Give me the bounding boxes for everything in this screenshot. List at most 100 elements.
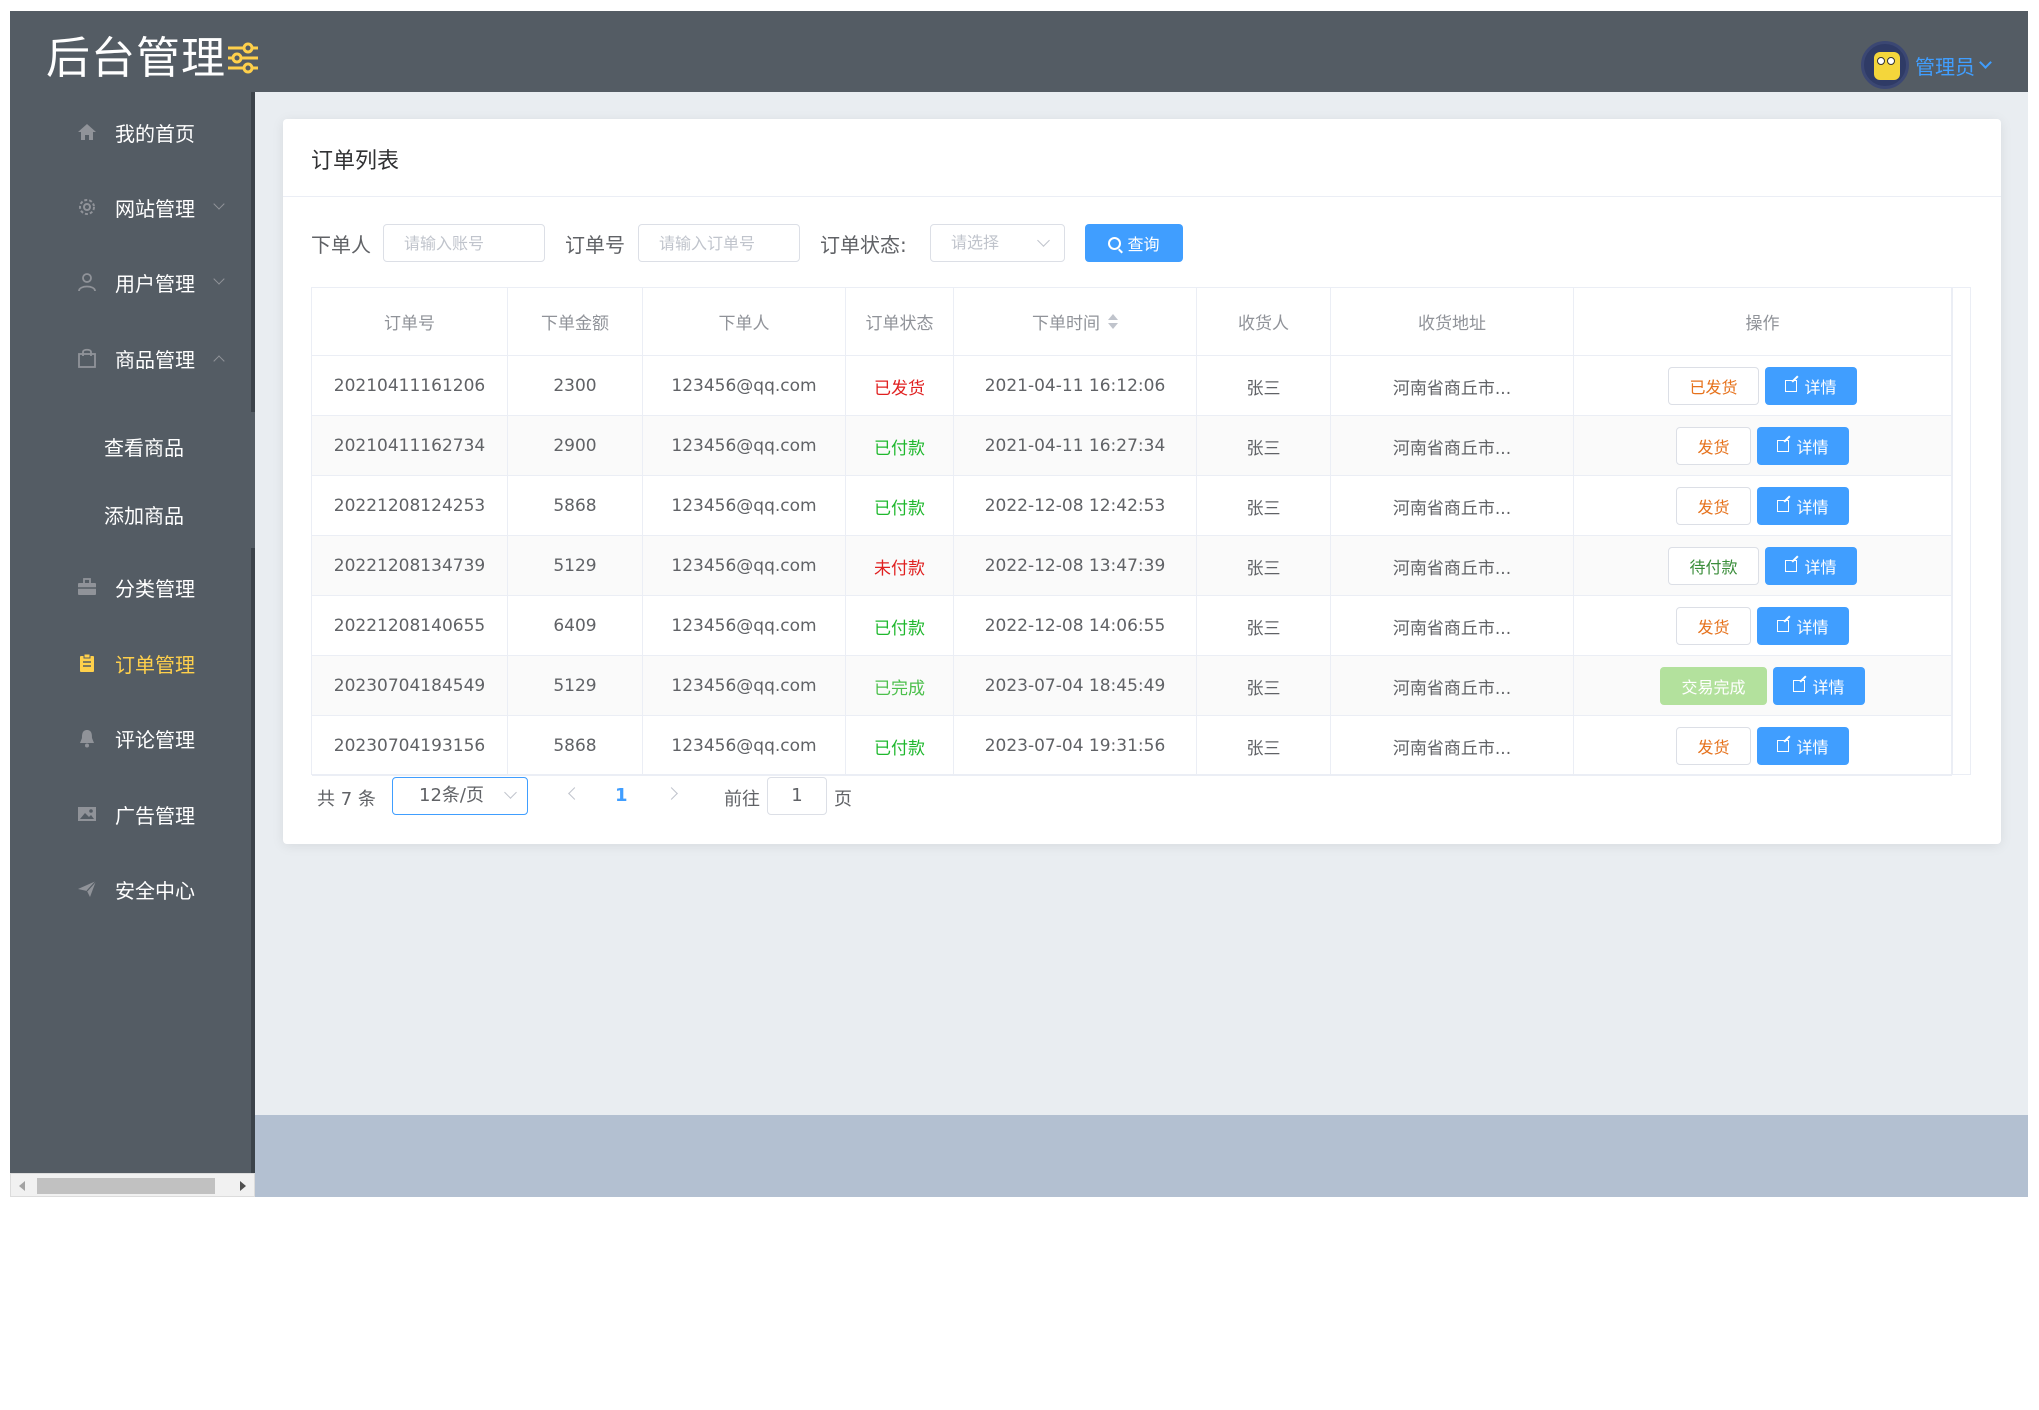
goto-page-input[interactable]: 1 bbox=[767, 777, 827, 815]
pagination: 共 7 条 12条/页 1 前往 1 页 bbox=[317, 775, 917, 815]
page-number-current[interactable]: 1 bbox=[615, 785, 628, 806]
gear-icon bbox=[76, 196, 98, 218]
status-action-button[interactable]: 已发货 bbox=[1668, 367, 1759, 405]
detail-button[interactable]: 详情 bbox=[1764, 547, 1857, 585]
edit-icon bbox=[1776, 500, 1789, 512]
cell-order-no: 20230704193156 bbox=[312, 716, 508, 776]
cell-amount: 2300 bbox=[508, 356, 643, 416]
detail-button-label: 详情 bbox=[1804, 558, 1837, 577]
chevron-down-icon bbox=[1037, 234, 1050, 247]
cell-amount: 5868 bbox=[508, 476, 643, 536]
cell-receiver: 张三 bbox=[1197, 596, 1331, 656]
cell-order-no: 20210411162734 bbox=[312, 416, 508, 476]
cell-status: 未付款 bbox=[846, 536, 954, 596]
user-menu[interactable]: 管理员 bbox=[1861, 41, 1992, 89]
avatar[interactable] bbox=[1861, 41, 1909, 89]
cell-actions: 发货 详情 bbox=[1574, 596, 1952, 656]
sidebar-item-categories[interactable]: 分类管理 bbox=[10, 557, 251, 617]
buyer-label: 下单人 bbox=[311, 233, 371, 257]
status-select[interactable]: 请选择 bbox=[930, 224, 1065, 262]
status-action-button[interactable]: 交易完成 bbox=[1660, 667, 1767, 705]
cell-status: 已付款 bbox=[846, 416, 954, 476]
order-no-input[interactable] bbox=[638, 224, 800, 262]
status-action-button[interactable]: 发货 bbox=[1676, 487, 1751, 525]
sidebar-scrollbar[interactable] bbox=[251, 92, 255, 412]
sidebar-item-label: 我的首页 bbox=[115, 121, 195, 146]
prev-page-icon[interactable] bbox=[568, 787, 581, 800]
cell-actions: 待付款 详情 bbox=[1574, 536, 1952, 596]
sort-icon[interactable] bbox=[1108, 314, 1118, 329]
edit-icon bbox=[1792, 680, 1805, 692]
chevron-up-icon bbox=[213, 355, 225, 367]
goto-label: 前往 bbox=[724, 789, 760, 810]
cell-order-no: 20221208124253 bbox=[312, 476, 508, 536]
edit-icon bbox=[1776, 440, 1789, 452]
cell-buyer: 123456@qq.com bbox=[643, 656, 846, 716]
cell-address: 河南省商丘市... bbox=[1331, 416, 1574, 476]
detail-button-label: 详情 bbox=[1796, 618, 1829, 637]
column-header: 收货地址 bbox=[1331, 288, 1574, 356]
query-button[interactable]: 查询 bbox=[1085, 224, 1183, 262]
sidebar-item-orders[interactable]: 订单管理 bbox=[10, 633, 251, 693]
sidebar-item-home[interactable]: 我的首页 bbox=[10, 102, 251, 162]
column-header: 下单人 bbox=[643, 288, 846, 356]
buyer-input[interactable] bbox=[383, 224, 545, 262]
sliders-icon[interactable] bbox=[226, 41, 260, 75]
edit-icon bbox=[1784, 560, 1797, 572]
chevron-down-icon bbox=[504, 786, 517, 799]
sidebar bbox=[10, 92, 255, 1173]
detail-button[interactable]: 详情 bbox=[1756, 487, 1849, 525]
status-action-button[interactable]: 待付款 bbox=[1668, 547, 1759, 585]
sidebar-item-label: 用户管理 bbox=[115, 271, 195, 296]
column-header: 订单号 bbox=[312, 288, 508, 356]
status-action-button[interactable]: 发货 bbox=[1676, 607, 1751, 645]
sidebar-subitem-view-products[interactable]: 查看商品 bbox=[10, 416, 251, 476]
column-header-sortable[interactable]: 下单时间 bbox=[954, 288, 1197, 356]
cell-address: 河南省商丘市... bbox=[1331, 356, 1574, 416]
order-table: 订单号 下单金额 下单人 订单状态 下单时间 收货人 收货地址 操作 20210… bbox=[311, 287, 1971, 776]
page-size-value: 12条/页 bbox=[419, 785, 484, 806]
cell-buyer: 123456@qq.com bbox=[643, 416, 846, 476]
page-size-select[interactable]: 12条/页 bbox=[392, 777, 528, 815]
brand-title: 后台管理 bbox=[46, 33, 226, 84]
detail-button[interactable]: 详情 bbox=[1772, 667, 1865, 705]
sidebar-horizontal-scrollbar[interactable] bbox=[10, 1173, 255, 1197]
cell-actions: 交易完成 详情 bbox=[1574, 656, 1952, 716]
cell-receiver: 张三 bbox=[1197, 416, 1331, 476]
sidebar-item-users[interactable]: 用户管理 bbox=[10, 252, 251, 312]
briefcase-icon bbox=[76, 576, 98, 598]
sidebar-item-label: 安全中心 bbox=[115, 878, 195, 903]
status-action-button[interactable]: 发货 bbox=[1676, 727, 1751, 765]
scroll-right-arrow-icon[interactable] bbox=[240, 1181, 246, 1191]
cell-actions: 已发货 详情 bbox=[1574, 356, 1952, 416]
chevron-down-icon[interactable] bbox=[1979, 55, 1992, 69]
sidebar-item-ads[interactable]: 广告管理 bbox=[10, 784, 251, 844]
cell-order-no: 20221208134739 bbox=[312, 536, 508, 596]
scroll-left-arrow-icon[interactable] bbox=[19, 1181, 25, 1191]
status-select-placeholder: 请选择 bbox=[951, 233, 1000, 252]
sidebar-scrollbar-lower[interactable] bbox=[251, 548, 255, 1173]
sidebar-item-security[interactable]: 安全中心 bbox=[10, 859, 251, 919]
chevron-down-icon bbox=[213, 198, 225, 210]
user-name[interactable]: 管理员 bbox=[1915, 54, 1975, 79]
detail-button[interactable]: 详情 bbox=[1764, 367, 1857, 405]
cell-buyer: 123456@qq.com bbox=[643, 596, 846, 656]
table-row: 20210411161206 2300 123456@qq.com 已发货 2021-0… bbox=[312, 356, 1952, 416]
next-page-icon[interactable] bbox=[665, 787, 678, 800]
detail-button[interactable]: 详情 bbox=[1756, 427, 1849, 465]
sidebar-item-products[interactable]: 商品管理 bbox=[10, 328, 251, 388]
detail-button[interactable]: 详情 bbox=[1756, 607, 1849, 645]
sidebar-item-website[interactable]: 网站管理 bbox=[10, 177, 251, 237]
detail-button[interactable]: 详情 bbox=[1756, 727, 1849, 765]
sidebar-item-comments[interactable]: 评论管理 bbox=[10, 708, 251, 768]
cell-amount: 6409 bbox=[508, 596, 643, 656]
cell-receiver: 张三 bbox=[1197, 536, 1331, 596]
cell-buyer: 123456@qq.com bbox=[643, 356, 846, 416]
status-action-button[interactable]: 发货 bbox=[1676, 427, 1751, 465]
table-row: 20221208134739 5129 123456@qq.com 未付款 2022-1… bbox=[312, 536, 1952, 596]
sidebar-subitem-add-product[interactable]: 添加商品 bbox=[10, 484, 251, 544]
scroll-thumb[interactable] bbox=[37, 1178, 215, 1194]
status-label: 订单状态: bbox=[820, 233, 907, 257]
footer bbox=[255, 1115, 2028, 1197]
cell-buyer: 123456@qq.com bbox=[643, 716, 846, 776]
